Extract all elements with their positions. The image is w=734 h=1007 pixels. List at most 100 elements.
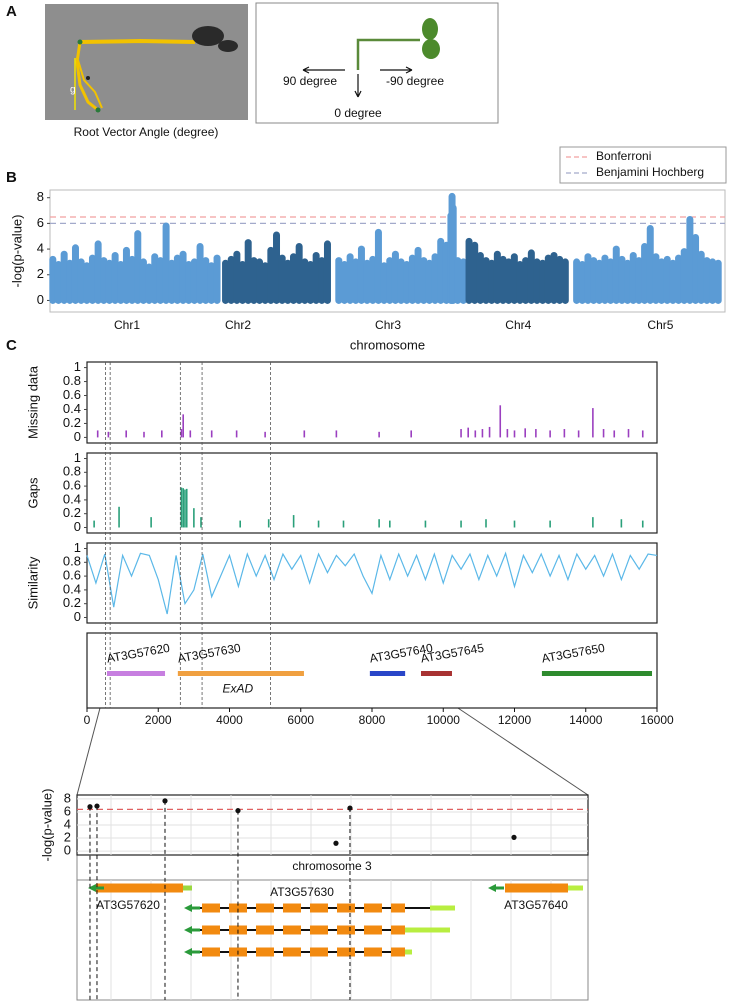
point — [235, 808, 241, 814]
gene-segment — [202, 903, 220, 913]
x-tick-label: 10000 — [427, 713, 461, 727]
gene-segment — [310, 903, 328, 913]
region-box — [76, 854, 589, 881]
gene-segment — [229, 903, 247, 913]
gene — [369, 671, 406, 676]
gene-models — [88, 880, 583, 1000]
gene-segment — [256, 903, 274, 913]
gene-segment — [256, 925, 274, 935]
x-tick-label: Chr1 — [114, 318, 140, 332]
direction-label: 90 degree — [283, 74, 337, 88]
direction-label: -90 degree — [386, 74, 444, 88]
y-tick-label: 0.2 — [63, 505, 81, 520]
gene — [420, 671, 452, 676]
hypocotyl — [79, 38, 196, 44]
gene-segment — [200, 929, 405, 931]
seedling-stem — [356, 38, 420, 70]
x-tick-label: 2000 — [145, 713, 172, 727]
x-tick-label: 0 — [84, 713, 91, 727]
y-tick-label: 2 — [37, 266, 44, 281]
panel-label: B — [6, 169, 17, 186]
y-tick-label: 6 — [37, 215, 44, 230]
gene-segment — [391, 925, 405, 935]
x-tick-label: 16000 — [640, 713, 674, 727]
y-tick-label: 8 — [37, 189, 44, 204]
plot-frame — [86, 542, 658, 624]
gene-segment — [202, 947, 220, 957]
gene-segment — [337, 947, 355, 957]
gene-label: AT3G57640 — [504, 898, 568, 912]
gene-segment — [256, 947, 274, 957]
gene-segment — [337, 903, 355, 913]
legend-label: Benjamini Hochberg — [596, 165, 704, 179]
y-tick-label: 0 — [74, 429, 81, 444]
cotyledon — [192, 26, 224, 46]
root-branch — [77, 59, 103, 109]
panel-label: C — [6, 337, 17, 354]
arrow — [380, 66, 413, 74]
leaf — [422, 18, 438, 40]
y-tick-label: 0.8 — [63, 554, 81, 569]
y-tick-label: 0.6 — [63, 568, 81, 583]
gene-segment — [96, 883, 183, 893]
gene-segment — [183, 885, 192, 891]
x-tick-label: Chr3 — [375, 318, 401, 332]
gravity-label: g — [70, 85, 76, 96]
diagram-box — [255, 2, 499, 124]
y-tick-label: 0.2 — [63, 415, 81, 430]
line — [86, 551, 658, 615]
gene-segment — [568, 885, 583, 891]
node — [95, 107, 101, 113]
gene-arrow — [184, 926, 200, 934]
y-tick-label: 1 — [74, 540, 81, 555]
gene-segment — [337, 925, 355, 935]
y-tick-label: 0.6 — [63, 387, 81, 402]
x-axis-label: chromosome — [350, 337, 425, 352]
y-tick-label: 6 — [64, 803, 71, 818]
y-tick-label: 0 — [74, 609, 81, 624]
x-tick-label: 8000 — [359, 713, 386, 727]
gene-segment — [405, 927, 450, 933]
y-tick-label: 0.2 — [63, 595, 81, 610]
y-tick-label: 0 — [74, 519, 81, 534]
y-tick-label: 0.8 — [63, 464, 81, 479]
caption: Root Vector Angle (degree) — [74, 125, 219, 139]
plot-frame — [86, 361, 658, 444]
y-tick-label: 8 — [64, 790, 71, 805]
y-tick-label: 1 — [74, 450, 81, 465]
gene-segment — [391, 947, 405, 957]
y-tick-label: 0.4 — [63, 491, 81, 506]
direction-label: 0 degree — [334, 106, 382, 120]
x-tick-label: Chr2 — [225, 318, 251, 332]
gene-model-box — [76, 879, 589, 1001]
root — [75, 41, 99, 112]
plot-frame — [86, 452, 658, 534]
y-tick-label: 4 — [64, 816, 71, 831]
node — [86, 76, 90, 80]
x-tick-label: Chr4 — [505, 318, 531, 332]
point — [162, 798, 168, 804]
y-tick-label: 4 — [37, 241, 44, 256]
x-tick-label: Chr5 — [647, 318, 673, 332]
y-tick-label: 0 — [64, 843, 71, 858]
legend-label: Bonferroni — [596, 149, 651, 163]
region-label: chromosome 3 — [292, 859, 372, 873]
point — [347, 805, 353, 811]
gene-segment — [283, 903, 301, 913]
gene-segment — [310, 947, 328, 957]
cotyledon — [218, 40, 238, 52]
gene-segment — [505, 883, 568, 893]
gene-segment — [391, 903, 405, 913]
x-tick-label: 12000 — [498, 713, 532, 727]
gene-segment — [364, 925, 382, 935]
gene-label: AT3G57630 — [270, 885, 334, 899]
gene-segment — [430, 905, 455, 911]
gene-arrow — [184, 904, 200, 912]
x-tick-label: 4000 — [216, 713, 243, 727]
gene-arrow — [88, 884, 104, 892]
arrow — [302, 66, 345, 74]
plot-frame — [86, 632, 658, 709]
gene-segment — [283, 925, 301, 935]
y-tick-label: 0 — [37, 292, 44, 307]
